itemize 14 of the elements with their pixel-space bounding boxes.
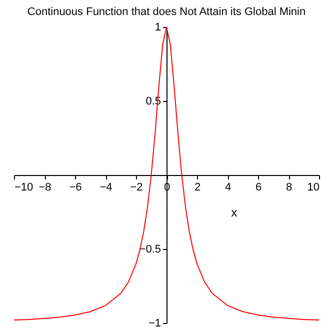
y-tick-label: 1 [154,22,161,34]
x-tick-label: 2 [194,182,201,194]
x-tick-label: −8 [38,182,52,194]
x-tick-label: −6 [69,182,82,194]
x-tick-label: 6 [255,182,262,194]
chart-title: Continuous Function that does Not Attain its Global Minin [27,6,306,18]
y-tick-label: −1 [148,318,161,330]
x-tick-label: −10 [14,182,34,194]
x-tick-label: −4 [100,182,112,194]
x-tick-label: 4 [224,182,232,194]
x-tick-label: −2 [130,182,143,194]
x-tick-label: 8 [286,182,292,194]
x-axis-title: x [231,206,238,220]
x-tick-label: 10 [307,182,320,194]
